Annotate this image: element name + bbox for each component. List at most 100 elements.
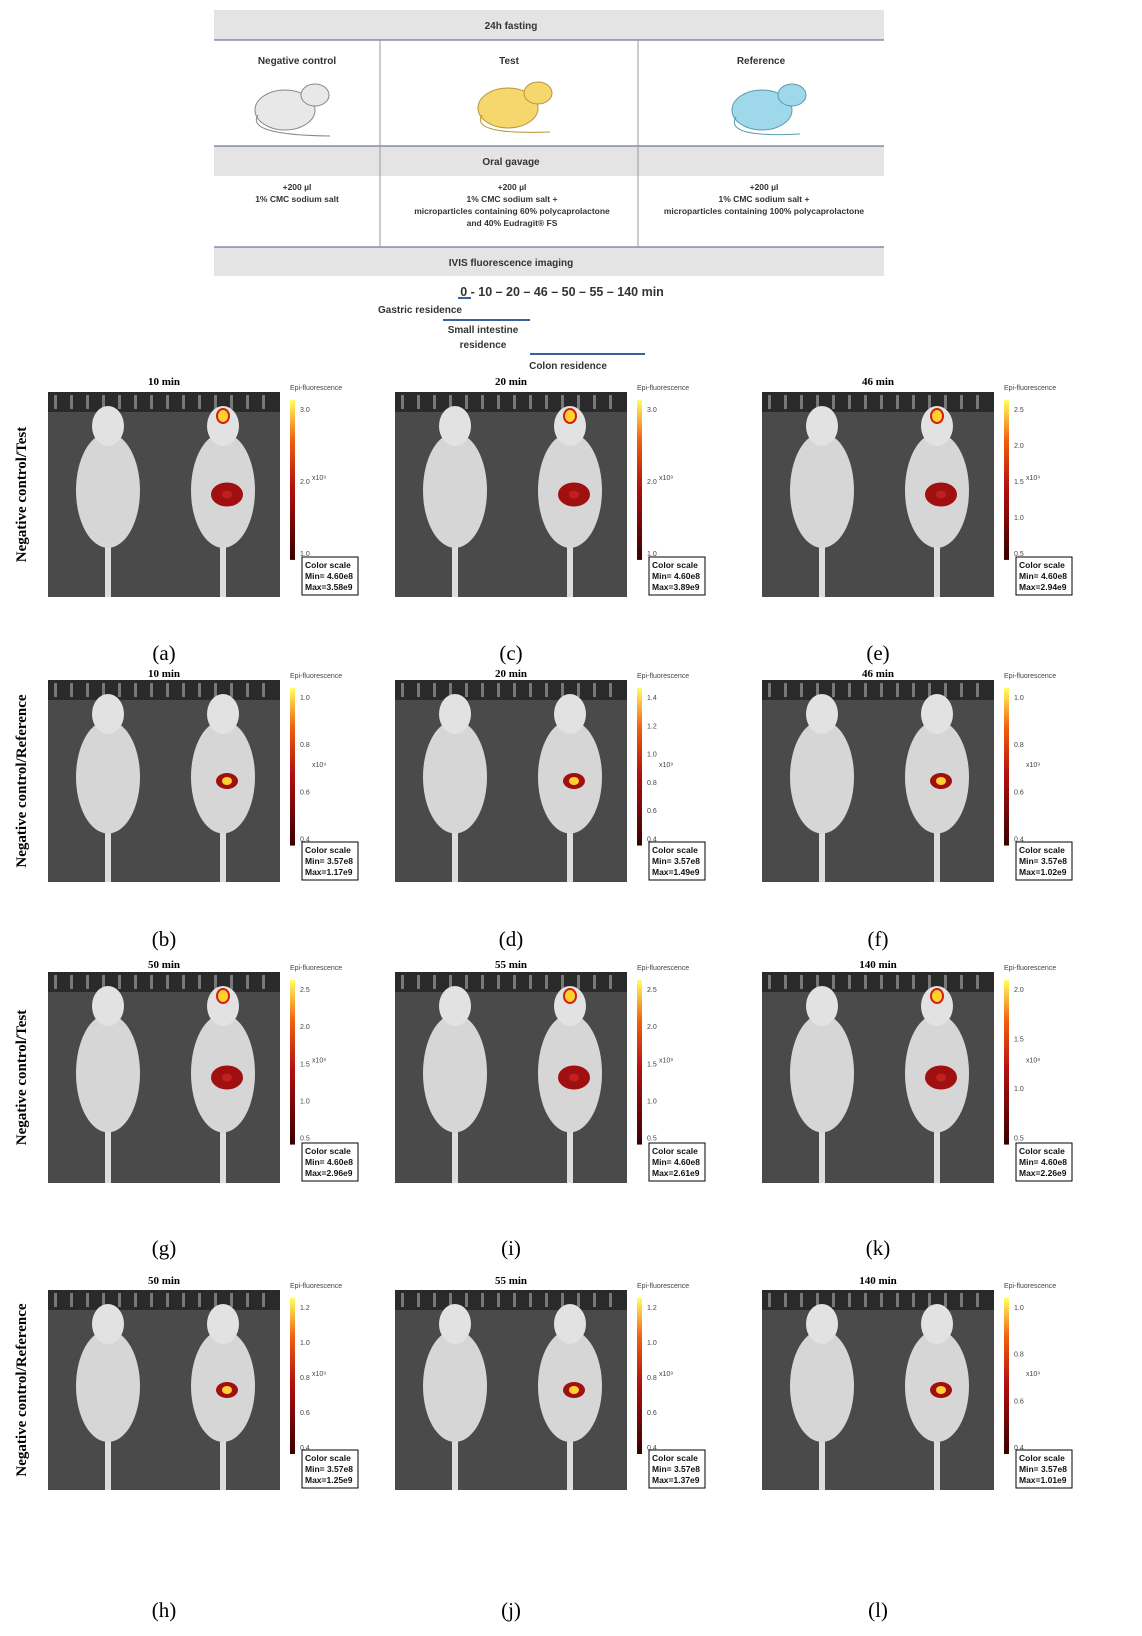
strip-bar [230, 975, 233, 989]
colorbar-exponent: x10⁹ [659, 762, 673, 769]
mouse-body [790, 720, 854, 833]
mouse-body [76, 720, 140, 833]
scale-min: Min= 4.60e8 [305, 571, 353, 581]
scale-max: Max=2.26e9 [1019, 1168, 1067, 1178]
dose-line: microparticles containing 100% polycapro… [664, 206, 865, 216]
strip-bar [784, 975, 787, 989]
strip-bar [784, 395, 787, 409]
figure: 24h fasting Oral gavage IVIS fluorescenc… [0, 0, 1142, 1636]
strip-bar [70, 683, 73, 697]
colorbar-tick: 0.6 [647, 808, 657, 815]
colorbar-tick: 0.8 [647, 1375, 657, 1382]
panel-letter: (a) [152, 641, 175, 665]
strip-bar [864, 975, 867, 989]
strip-bar [246, 395, 249, 409]
panel-time: 46 min [862, 668, 894, 680]
scale-scale-title: Color scale [652, 845, 698, 855]
phase-label: residence [460, 340, 507, 351]
colorbar-tick: 2.0 [1014, 443, 1024, 450]
scale-max: Max=3.58e9 [305, 582, 353, 592]
panel-letter: (j) [501, 1598, 521, 1622]
signal-core [569, 491, 579, 499]
strip-bar [417, 1293, 420, 1307]
strip-bar [928, 1293, 931, 1307]
mouse-body [76, 1014, 140, 1132]
mouse-head [92, 1304, 124, 1344]
strip-bar [912, 683, 915, 697]
colorbar-title: Epi-fluorescence [290, 1283, 342, 1290]
timeline: 0 - 10 – 20 – 46 – 50 – 55 – 140 min [460, 285, 664, 299]
signal-head [564, 989, 576, 1003]
mouse-body [423, 1014, 487, 1132]
strip-bar [118, 975, 121, 989]
strip-bar [561, 975, 564, 989]
strip-bar [912, 1293, 915, 1307]
colorbar-tick: 0.6 [300, 789, 310, 796]
mouse-head [92, 694, 124, 734]
colorbar-title: Epi-fluorescence [290, 385, 342, 392]
colorbar [1004, 980, 1009, 1145]
strip-bar [150, 1293, 153, 1307]
signal-head [931, 989, 943, 1003]
dose-line: +200 µl [750, 182, 779, 192]
scale-scale-title: Color scale [1019, 1146, 1065, 1156]
mouse-body [76, 433, 140, 548]
strip-bar [417, 975, 420, 989]
signal-core [222, 777, 232, 785]
colorbar-tick: 1.2 [647, 723, 657, 730]
colorbar [637, 688, 642, 846]
scale-max: Max=2.96e9 [305, 1168, 353, 1178]
strip-bar [214, 683, 217, 697]
strip-bar [577, 975, 580, 989]
strip-bar [944, 1293, 947, 1307]
mouse-body [423, 433, 487, 548]
scale-max: Max=2.61e9 [652, 1168, 700, 1178]
scale-min: Min= 3.57e8 [1019, 1464, 1067, 1474]
image-strip [48, 392, 280, 412]
strip-bar [593, 683, 596, 697]
strip-bar [896, 1293, 899, 1307]
scale-max: Max=1.25e9 [305, 1475, 353, 1485]
scale-min: Min= 3.57e8 [652, 856, 700, 866]
row-label: Negative control/Reference [14, 694, 30, 867]
strip-bar [545, 395, 548, 409]
strip-bar [513, 395, 516, 409]
scale-scale-title: Color scale [1019, 560, 1065, 570]
mouse-head [806, 406, 838, 446]
colorbar [1004, 688, 1009, 846]
strip-bar [262, 683, 265, 697]
strip-bar [182, 975, 185, 989]
colorbar-exponent: x10⁹ [1026, 475, 1040, 482]
colorbar-tick: 0.6 [1014, 1398, 1024, 1405]
strip-bar [262, 1293, 265, 1307]
signal-core [936, 1074, 946, 1082]
strip-bar [262, 975, 265, 989]
strip-bar [465, 395, 468, 409]
strip-bar [561, 683, 564, 697]
colorbar-tick: 0.8 [300, 1375, 310, 1382]
scale-min: Min= 4.60e8 [305, 1157, 353, 1167]
strip-bar [561, 1293, 564, 1307]
strip-bar [944, 683, 947, 697]
scale-scale-title: Color scale [1019, 845, 1065, 855]
strip-bar [230, 395, 233, 409]
scale-scale-title: Color scale [652, 560, 698, 570]
strip-bar [800, 975, 803, 989]
strip-bar [481, 683, 484, 697]
scale-min: Min= 3.57e8 [652, 1464, 700, 1474]
strip-bar [246, 683, 249, 697]
strip-bar [230, 683, 233, 697]
colorbar-tick: 0.8 [300, 742, 310, 749]
panel-letter: (h) [152, 1598, 177, 1622]
imaging: IVIS fluorescence imaging [449, 258, 573, 269]
phase-label: Colon residence [529, 361, 607, 372]
strip-bar [513, 1293, 516, 1307]
dose-line: 1% CMC sodium salt + [467, 194, 558, 204]
colorbar-tick: 0.6 [300, 1410, 310, 1417]
gavage: Oral gavage [482, 157, 540, 168]
signal-head [564, 409, 576, 423]
colorbar-tick: 0.8 [1014, 1352, 1024, 1359]
strip-bar [848, 975, 851, 989]
panel-letter: (c) [499, 641, 522, 665]
scale-scale-title: Color scale [652, 1453, 698, 1463]
